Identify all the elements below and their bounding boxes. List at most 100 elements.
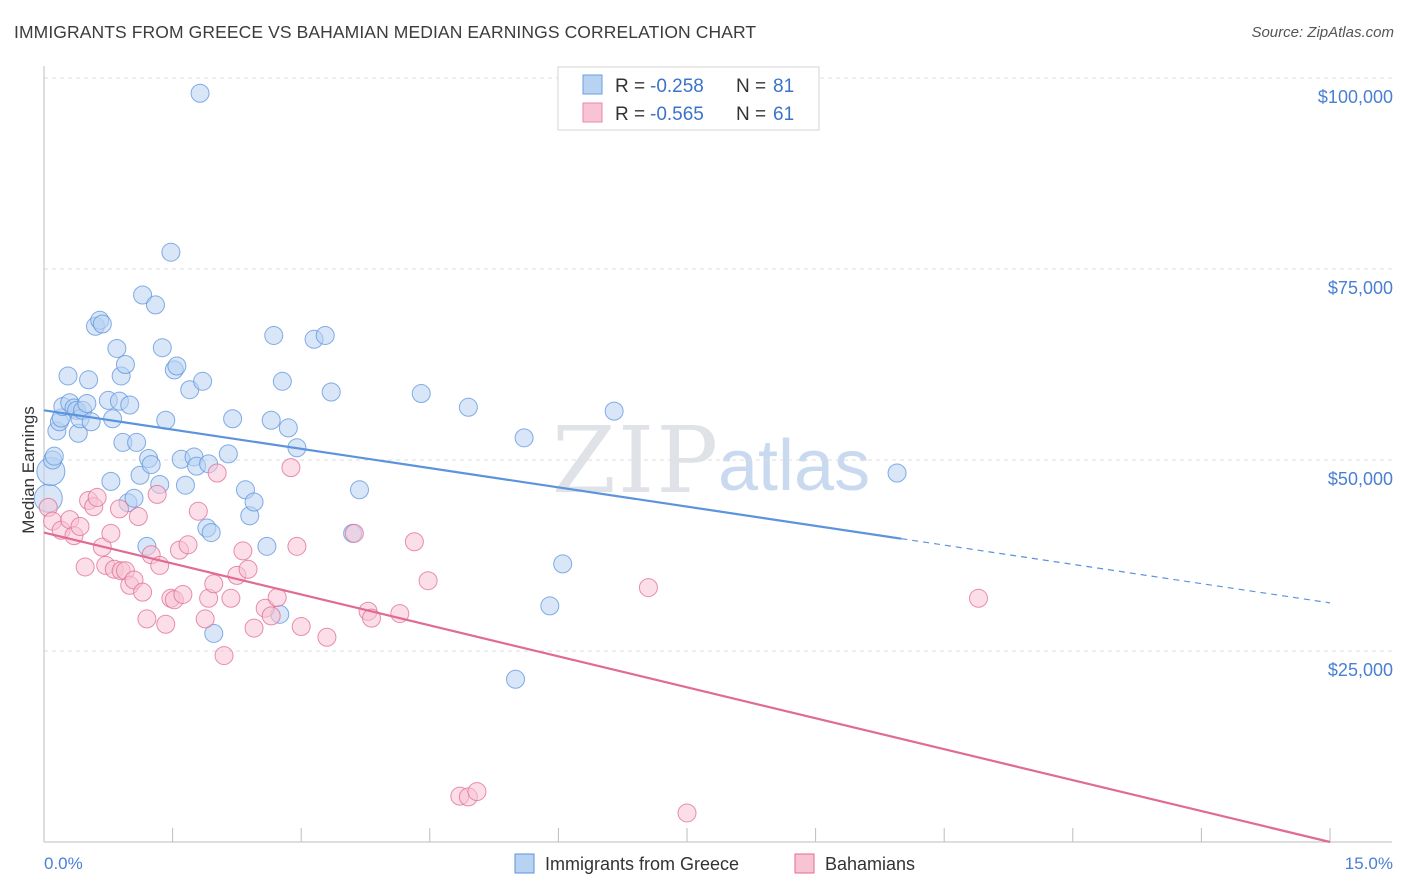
point-0-20 bbox=[92, 314, 112, 334]
stats-legend: R = -0.258 N = 81 R = -0.565 N = 61 bbox=[557, 66, 820, 131]
point-0-50 bbox=[190, 83, 210, 103]
point-1-53 bbox=[404, 532, 424, 552]
point-1-51 bbox=[362, 608, 382, 628]
point-1-49 bbox=[344, 523, 364, 543]
point-0-38 bbox=[145, 295, 165, 315]
point-1-34 bbox=[204, 574, 224, 594]
legend-r-label-2: R = bbox=[615, 104, 645, 125]
tick-labels: $25,000 $50,000 $75,000 $100,000 0.0% 15.0% bbox=[44, 87, 1393, 873]
bottom-legend-label-greece: Immigrants from Greece bbox=[545, 854, 739, 874]
series-legend: Immigrants from Greece Bahamians bbox=[514, 853, 915, 874]
point-0-77 bbox=[553, 554, 573, 574]
chart-title: IMMIGRANTS FROM GREECE VS BAHAMIAN MEDIA… bbox=[14, 22, 757, 42]
watermark-atlas: atlas bbox=[718, 426, 870, 506]
legend-n-value-1: 81 bbox=[773, 76, 794, 97]
point-0-54 bbox=[201, 523, 221, 543]
point-1-12 bbox=[101, 523, 121, 543]
point-0-28 bbox=[115, 355, 135, 374]
point-0-69 bbox=[315, 325, 335, 345]
point-1-5 bbox=[70, 516, 90, 536]
point-1-19 bbox=[128, 507, 148, 527]
legend-r-label-1: R = bbox=[615, 76, 645, 97]
legend-n-label-1: N = bbox=[736, 76, 766, 97]
point-0-55 bbox=[204, 623, 224, 643]
point-1-58 bbox=[638, 578, 658, 598]
trend-line-1 bbox=[43, 531, 1331, 844]
legend-r-value-2: -0.565 bbox=[650, 104, 704, 125]
point-0-57 bbox=[223, 409, 243, 429]
point-1-37 bbox=[221, 588, 241, 608]
point-0-37 bbox=[141, 455, 161, 475]
point-1-30 bbox=[178, 535, 198, 555]
point-1-54 bbox=[418, 571, 438, 591]
point-0-15 bbox=[77, 393, 97, 413]
point-0-16 bbox=[79, 370, 99, 390]
point-0-75 bbox=[506, 669, 526, 689]
point-0-73 bbox=[411, 384, 431, 404]
point-1-40 bbox=[238, 559, 258, 579]
point-0-22 bbox=[101, 471, 121, 491]
point-1-6 bbox=[75, 557, 95, 577]
point-0-72 bbox=[349, 480, 369, 500]
y-tick-label-2: $75,000 bbox=[1328, 278, 1393, 298]
point-0-42 bbox=[161, 242, 181, 262]
legend-r-value-1: -0.258 bbox=[650, 76, 704, 97]
trend-line-0 bbox=[43, 409, 902, 540]
point-1-21 bbox=[137, 609, 157, 629]
point-0-40 bbox=[152, 338, 172, 358]
point-0-80 bbox=[887, 463, 907, 483]
point-0-31 bbox=[124, 488, 144, 508]
point-1-9 bbox=[87, 487, 107, 507]
y-axis-title: Median Earnings bbox=[19, 406, 38, 534]
series-1 bbox=[38, 458, 988, 823]
point-0-63 bbox=[264, 325, 284, 345]
point-1-14 bbox=[109, 499, 129, 519]
watermark-zip: ZIP bbox=[552, 407, 720, 514]
point-1-41 bbox=[244, 618, 264, 638]
point-1-23 bbox=[147, 484, 167, 504]
point-0-34 bbox=[133, 285, 153, 305]
point-0-66 bbox=[278, 418, 298, 438]
point-0-3 bbox=[44, 446, 64, 466]
y-tick-label-0: $25,000 bbox=[1328, 660, 1393, 680]
point-0-32 bbox=[127, 432, 147, 452]
y-tick-label-3: $100,000 bbox=[1318, 87, 1393, 107]
trend-lines bbox=[43, 409, 1331, 844]
trend-extension-0 bbox=[901, 538, 1331, 604]
point-1-43 bbox=[261, 606, 281, 626]
point-1-29 bbox=[173, 584, 193, 604]
legend-swatch-greece bbox=[582, 74, 603, 95]
point-1-59 bbox=[677, 803, 697, 823]
legend-n-label-2: N = bbox=[736, 104, 766, 125]
point-0-44 bbox=[167, 356, 187, 376]
point-1-25 bbox=[156, 614, 176, 634]
point-1-39 bbox=[233, 541, 253, 561]
point-0-62 bbox=[261, 410, 281, 430]
source-label: Source: ZipAtlas.com bbox=[1251, 24, 1394, 41]
point-1-35 bbox=[207, 463, 227, 483]
point-1-60 bbox=[968, 588, 988, 608]
point-1-20 bbox=[133, 582, 153, 602]
bottom-legend-swatch-greece bbox=[514, 853, 535, 874]
y-tick-label-1: $50,000 bbox=[1328, 469, 1393, 489]
data-points bbox=[33, 83, 988, 823]
point-0-65 bbox=[272, 371, 292, 391]
legend-n-value-2: 61 bbox=[773, 104, 794, 125]
x-tick-label-min: 0.0% bbox=[44, 854, 83, 873]
legend-swatch-bahamians bbox=[582, 102, 603, 123]
point-1-32 bbox=[195, 609, 215, 629]
bottom-legend-label-bahamians: Bahamians bbox=[825, 854, 915, 874]
point-1-46 bbox=[287, 536, 307, 556]
point-0-76 bbox=[514, 428, 534, 448]
point-1-36 bbox=[214, 646, 234, 666]
point-0-61 bbox=[257, 536, 277, 556]
point-0-78 bbox=[540, 596, 560, 616]
point-0-30 bbox=[120, 395, 140, 415]
point-0-70 bbox=[321, 382, 341, 402]
point-1-47 bbox=[291, 617, 311, 637]
point-0-74 bbox=[458, 397, 478, 417]
point-1-57 bbox=[467, 782, 487, 802]
x-tick-label-max: 15.0% bbox=[1345, 854, 1393, 873]
point-0-56 bbox=[218, 444, 238, 464]
